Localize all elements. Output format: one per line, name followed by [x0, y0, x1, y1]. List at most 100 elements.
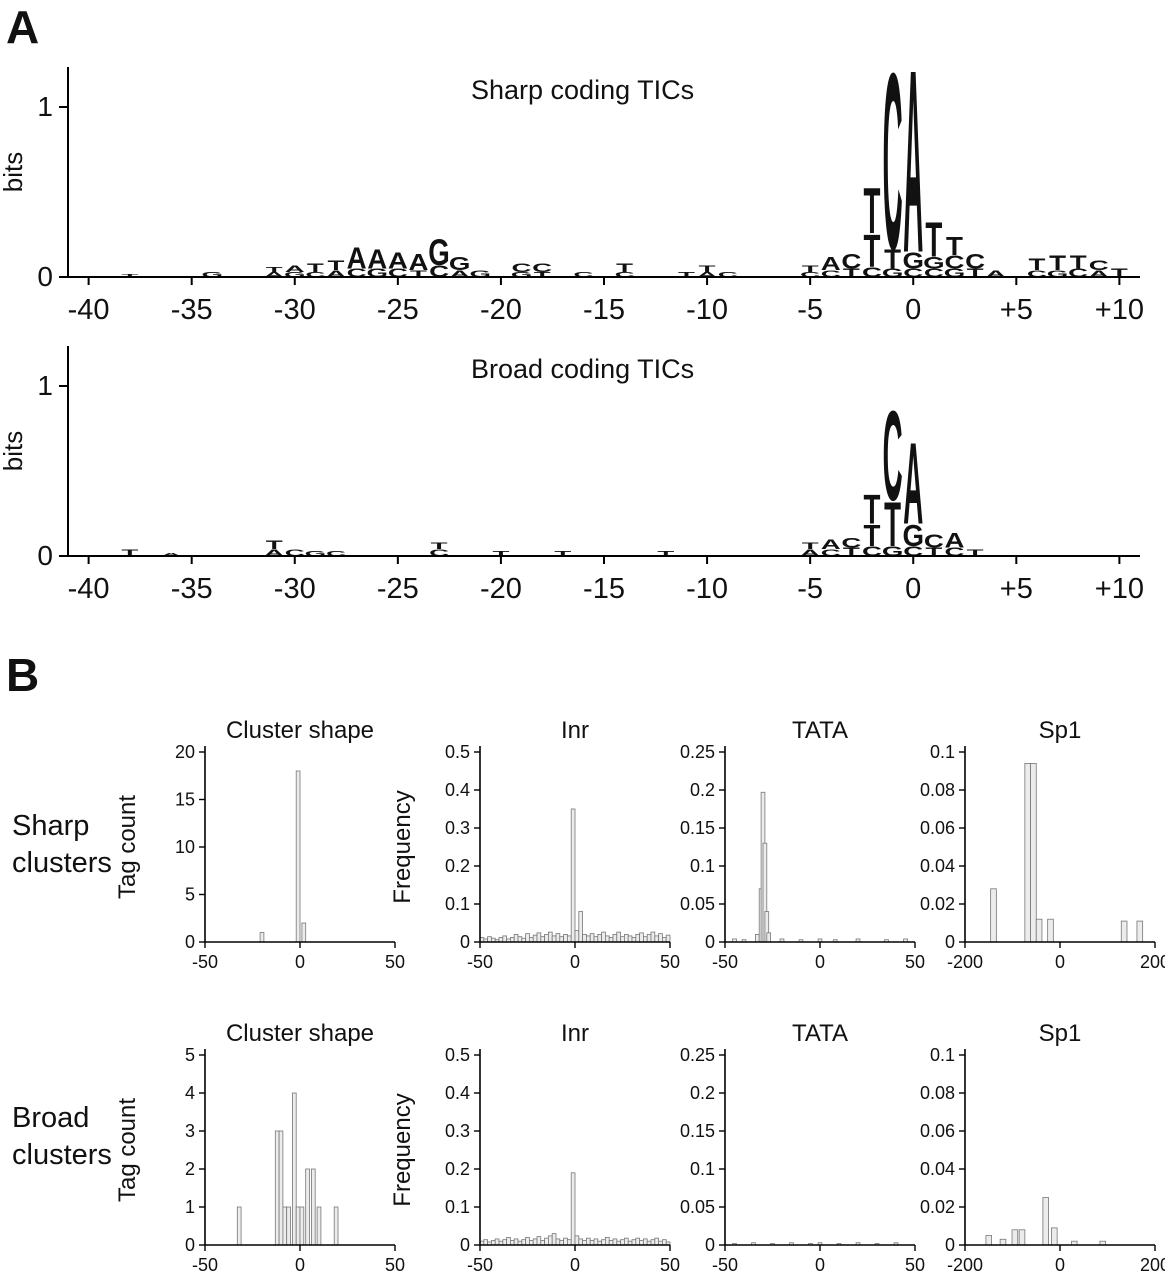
chart-title: Broad coding TICs — [471, 354, 694, 384]
y-tick-label: 0 — [460, 1235, 470, 1255]
y-tick-label: 0.04 — [920, 856, 955, 876]
row-label-broad-clusters: Broad clusters — [12, 1100, 112, 1174]
bar — [990, 888, 997, 943]
y-tick-label: 0.1 — [690, 856, 715, 876]
bar — [604, 1236, 610, 1246]
bar — [623, 1237, 629, 1246]
logo-letter-A: A — [326, 269, 346, 279]
panel-b-label: B — [6, 649, 40, 701]
chart-title: Sharp coding TICs — [471, 75, 694, 105]
y-tick-label: 0 — [185, 932, 195, 952]
y-tick-label: 0 — [460, 932, 470, 952]
y-tick-label: 0.06 — [920, 818, 955, 838]
logo-letter-T: T — [925, 214, 942, 268]
bar — [999, 1238, 1007, 1246]
logo-letter-C: C — [573, 271, 594, 279]
logo-letter-C: C — [1089, 257, 1109, 273]
logo-letter-A: A — [450, 269, 470, 279]
x-tick-label: 0 — [1055, 952, 1065, 972]
x-tick-label: 0 — [905, 294, 921, 326]
logo-letter-A: A — [264, 548, 284, 558]
logo-letter-T: T — [266, 539, 283, 552]
logo-letter-A: A — [800, 548, 820, 558]
bar — [301, 922, 307, 943]
logo-letter-C: C — [326, 550, 347, 558]
x-tick-label: 0 — [570, 952, 580, 972]
logo-letter-G: G — [470, 269, 492, 279]
y-tick-label: 0.1 — [930, 742, 955, 762]
x-tick-label: 0 — [295, 952, 305, 972]
bar — [274, 1130, 280, 1246]
logo-letter-T: T — [864, 174, 881, 247]
logo-letter-A: A — [903, 418, 923, 549]
y-tick-label: 0.4 — [445, 1083, 470, 1103]
logo-letter-T: T — [884, 243, 901, 274]
logo-letter-A: A — [944, 530, 964, 553]
x-tick-label: -5 — [797, 294, 823, 326]
bar — [536, 932, 542, 943]
y-tick-label: 0.1 — [445, 894, 470, 914]
x-tick-label: -15 — [583, 573, 625, 605]
x-tick-label: +5 — [1000, 294, 1033, 326]
x-tick-label: 200 — [1140, 952, 1165, 972]
logo-letter-C: C — [883, 20, 903, 301]
logo-letter-T: T — [492, 550, 510, 558]
logo-letter-T: T — [864, 520, 881, 553]
bar — [593, 1238, 599, 1246]
x-tick-label: -50 — [467, 1255, 493, 1275]
logo-letter-C: C — [944, 252, 964, 273]
bar — [563, 933, 568, 943]
logo-letter-G: G — [428, 231, 450, 273]
bar — [601, 931, 606, 943]
row-label-sharp-clusters: Sharp clusters — [12, 808, 112, 882]
chart-title: Inr — [561, 717, 589, 744]
logo-letter-A: A — [347, 242, 367, 275]
y-tick-label: 3 — [185, 1121, 195, 1141]
y-tick-label: 0 — [37, 261, 53, 292]
y-tick-label: 0.2 — [445, 1159, 470, 1179]
logo-letter-A: A — [986, 269, 1006, 279]
logo-letter-G: G — [923, 253, 945, 272]
x-tick-label: -20 — [480, 573, 522, 605]
x-tick-label: -200 — [947, 1255, 983, 1275]
x-tick-label: 0 — [570, 1255, 580, 1275]
logo-letter-T: T — [121, 548, 138, 558]
y-tick-label: 0 — [37, 540, 53, 571]
y-tick-label: 1 — [37, 91, 53, 122]
y-tick-label: 0.2 — [690, 1083, 715, 1103]
bar — [585, 1237, 591, 1246]
bar — [291, 1092, 297, 1246]
x-tick-label: -25 — [377, 573, 419, 605]
bar — [1051, 1227, 1058, 1246]
panel-a-label: A — [6, 1, 40, 53]
bar — [566, 935, 572, 943]
logo-letter-C: C — [924, 531, 944, 552]
logo-letter-T: T — [616, 262, 633, 275]
y-tick-label: 5 — [185, 885, 195, 905]
bar — [985, 1235, 993, 1246]
logo-letter-C: C — [285, 548, 305, 558]
logo-letter-A: A — [821, 536, 841, 552]
logo-letter-C: C — [615, 271, 636, 279]
logo-letter-A: A — [264, 271, 285, 279]
y-tick-label: 0.2 — [690, 780, 715, 800]
x-tick-label: -35 — [171, 573, 213, 605]
logo-letter-C: C — [883, 384, 903, 528]
x-tick-label: 0 — [815, 952, 825, 972]
y-tick-label: 2 — [185, 1159, 195, 1179]
bar — [604, 935, 610, 943]
logo-letter-A: A — [821, 254, 841, 275]
y-tick-label: 0.4 — [445, 780, 470, 800]
bar — [1030, 763, 1037, 943]
bar — [650, 931, 656, 943]
y-tick-label: 15 — [175, 790, 195, 810]
logo-letter-T: T — [657, 550, 675, 558]
y-tick-label: 0 — [185, 1235, 195, 1255]
y-tick-label: 0.02 — [920, 894, 955, 914]
bar — [1011, 1229, 1019, 1246]
logo-letter-T: T — [410, 269, 427, 279]
